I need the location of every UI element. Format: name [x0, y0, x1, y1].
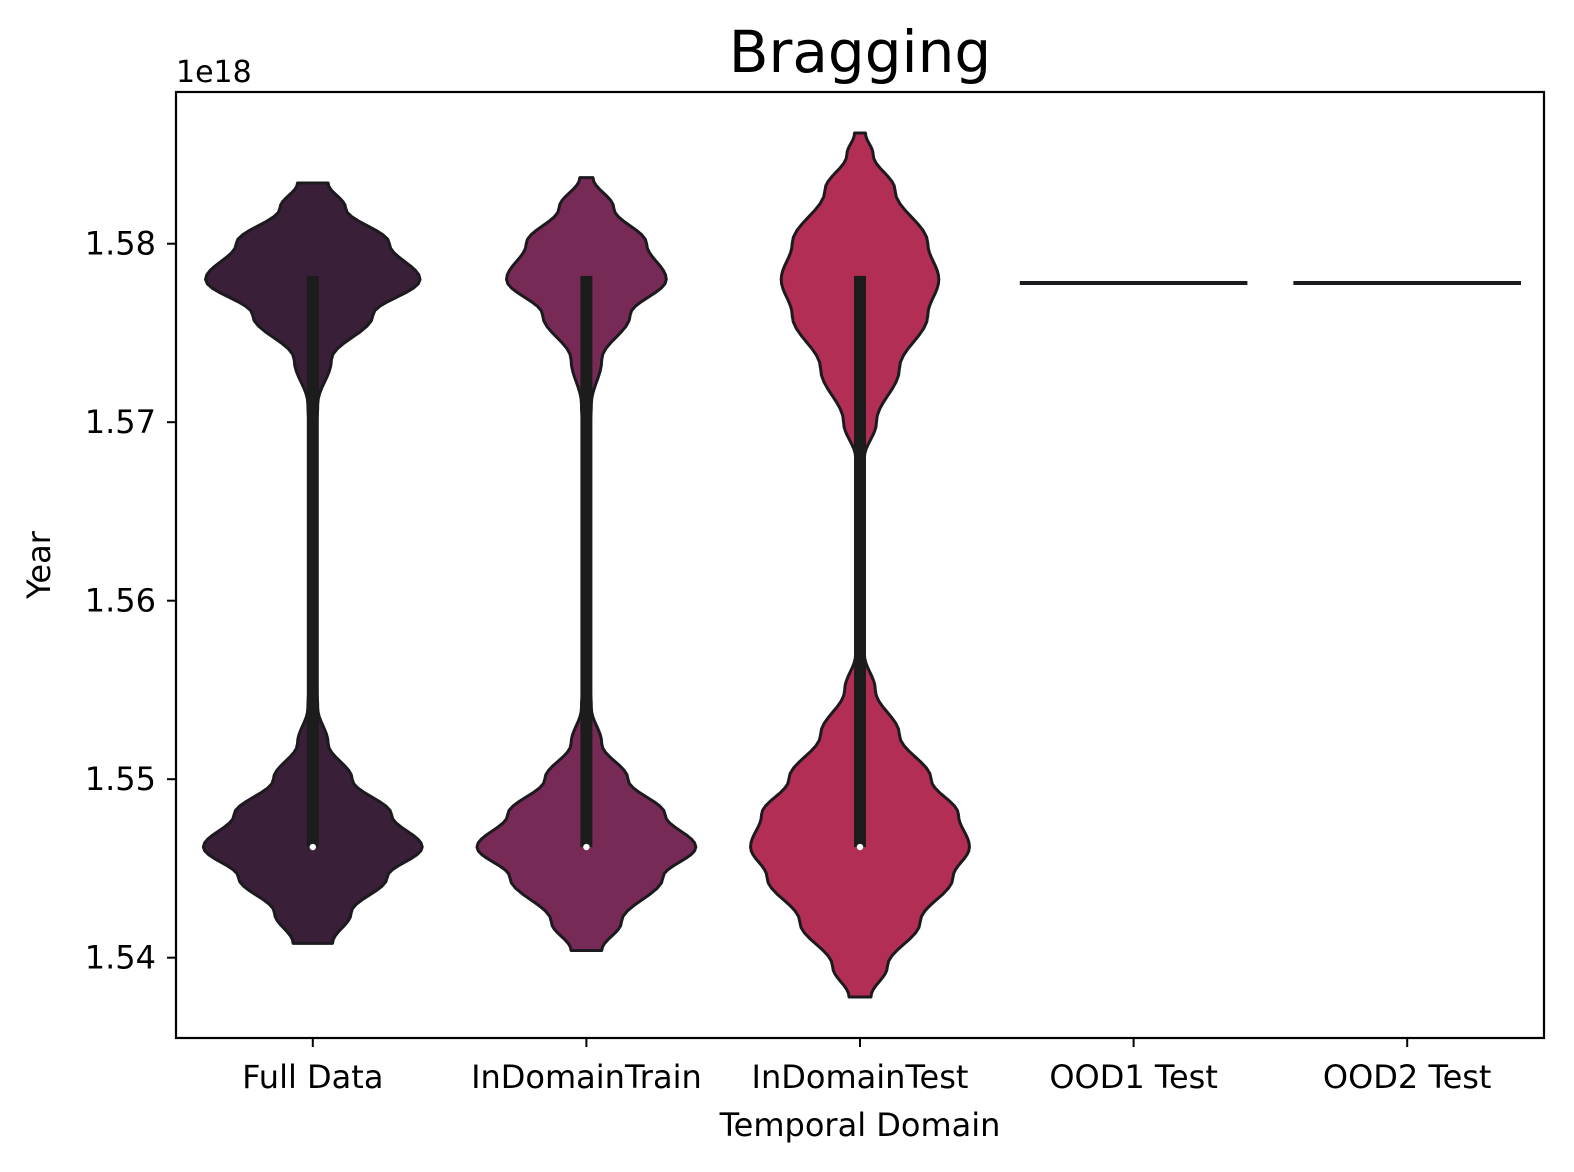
- violin-median-point: [856, 843, 864, 851]
- x-tick-label: InDomainTrain: [471, 1058, 702, 1096]
- y-axis: 1.54 1.55 1.56 1.57 1.58: [85, 225, 176, 977]
- y-tick-label: 1.58: [85, 225, 156, 263]
- violin-group: [749, 131, 971, 999]
- y-tick-label: 1.57: [85, 403, 156, 441]
- violins-layer: [201, 131, 1522, 999]
- violin-group: [201, 181, 424, 945]
- x-tick-label: OOD2 Test: [1323, 1058, 1492, 1096]
- x-tick-label: Full Data: [242, 1058, 383, 1096]
- violin-group: [475, 176, 698, 953]
- chart-title: Bragging: [729, 18, 992, 86]
- y-tick-label: 1.54: [85, 939, 156, 977]
- violin-median-point: [583, 843, 590, 851]
- x-tick-label: OOD1 Test: [1049, 1058, 1218, 1096]
- y-axis-label: Year: [20, 530, 58, 600]
- y-axis-offset-label: 1e18: [176, 55, 252, 90]
- violin-median-point: [309, 843, 316, 851]
- y-tick-label: 1.56: [85, 582, 156, 620]
- x-axis-label: Temporal Domain: [719, 1106, 1001, 1144]
- y-tick-label: 1.55: [85, 760, 156, 798]
- x-axis: Full Data InDomainTrain InDomainTest OOD1 T…: [242, 1038, 1491, 1096]
- x-tick-label: InDomainTest: [752, 1058, 969, 1096]
